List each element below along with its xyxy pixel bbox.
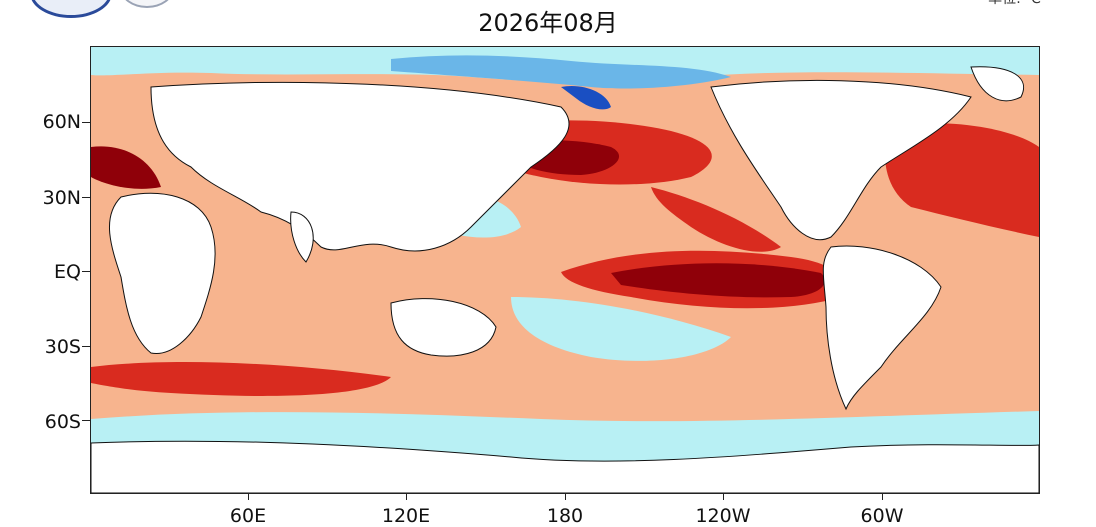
lon-tick [248, 494, 249, 500]
south-america-landmass [822, 245, 942, 411]
lon-label-120w: 120W [695, 505, 751, 527]
lat-label-30n: 30N [42, 187, 81, 209]
south-pacific-cool-region [511, 297, 731, 361]
india-landmass [290, 211, 314, 263]
lat-tick [82, 346, 90, 347]
lon-tick [406, 494, 407, 500]
agency-seal-icon [120, 0, 174, 8]
africa-landmass [108, 192, 216, 354]
lon-tick [723, 494, 724, 500]
lat-tick [82, 271, 90, 272]
arctic-strong-cool-region [561, 85, 611, 110]
lon-label-60w: 60W [860, 505, 904, 527]
sst-anomaly-map [90, 46, 1040, 494]
equatorial-pacific-strong-warm-region [611, 263, 825, 298]
northeast-pacific-warm-region [651, 187, 781, 252]
lat-label-60n: 60N [42, 111, 81, 133]
mediterranean-strong-warm-region [91, 146, 161, 189]
arctic-cool-region [391, 55, 731, 89]
eurasia-landmass [150, 81, 570, 252]
lat-label-eq: EQ [54, 261, 81, 283]
lat-tick [82, 420, 90, 421]
lon-label-60e: 60E [229, 505, 267, 527]
lat-label-30s: 30S [44, 336, 81, 358]
lon-tick [882, 494, 883, 500]
australia-landmass [390, 298, 497, 357]
north-atlantic-warm-region [885, 123, 1039, 237]
lat-tick [82, 197, 90, 198]
map-title: 2026年08月 [478, 9, 618, 37]
unit-label: 单位: ℃ [988, 0, 1041, 8]
lon-tick [565, 494, 566, 500]
north-america-landmass [710, 79, 972, 241]
greenland-landmass [970, 66, 1024, 102]
lat-label-60s: 60S [44, 411, 81, 433]
lat-tick [82, 122, 90, 123]
lon-label-120e: 120E [381, 505, 431, 527]
antarctica-landmass [91, 440, 1039, 493]
southern-indian-ocean-warm-region [91, 362, 391, 396]
lon-label-180: 180 [546, 505, 584, 527]
